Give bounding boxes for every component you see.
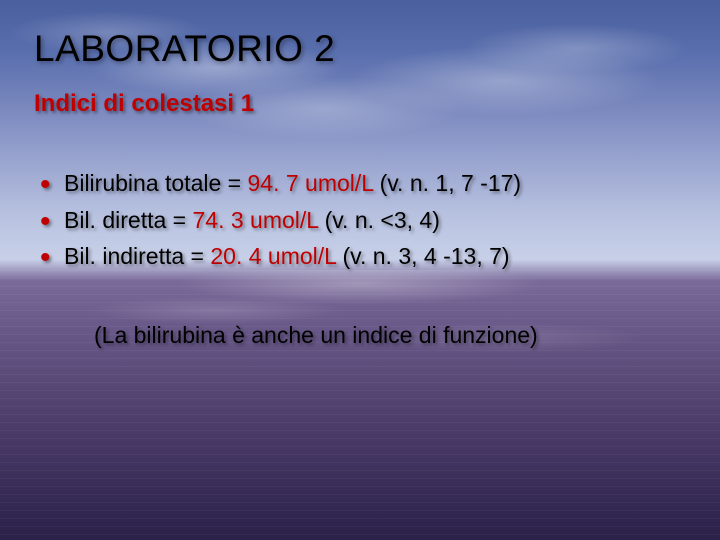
slide-footnote: (La bilirubina è anche un indice di funz… <box>34 322 686 349</box>
slide-subtitle: Indici di colestasi 1 <box>34 90 686 118</box>
slide-title: LABORATORIO 2 <box>34 28 686 70</box>
bullet-item: Bil. diretta = 74. 3 umol/L (v. n. <3, 4… <box>40 203 686 238</box>
bullet-item: Bil. indiretta = 20. 4 umol/L (v. n. 3, … <box>40 239 686 274</box>
slide-content: LABORATORIO 2 Indici di colestasi 1 Bili… <box>0 0 720 349</box>
bullet-item: Bilirubina totale = 94. 7 umol/L (v. n. … <box>40 166 686 201</box>
bullet-value: 94. 7 umol/L <box>247 170 373 196</box>
bullet-pre: Bil. diretta = <box>64 207 192 233</box>
bullet-post: (v. n. <3, 4) <box>318 207 440 233</box>
bullet-list: Bilirubina totale = 94. 7 umol/L (v. n. … <box>34 166 686 274</box>
bullet-post: (v. n. 3, 4 -13, 7) <box>336 243 509 269</box>
bullet-pre: Bilirubina totale = <box>64 170 247 196</box>
bullet-pre: Bil. indiretta = <box>64 243 210 269</box>
bullet-value: 20. 4 umol/L <box>210 243 336 269</box>
bullet-post: (v. n. 1, 7 -17) <box>373 170 521 196</box>
bullet-value: 74. 3 umol/L <box>192 207 318 233</box>
